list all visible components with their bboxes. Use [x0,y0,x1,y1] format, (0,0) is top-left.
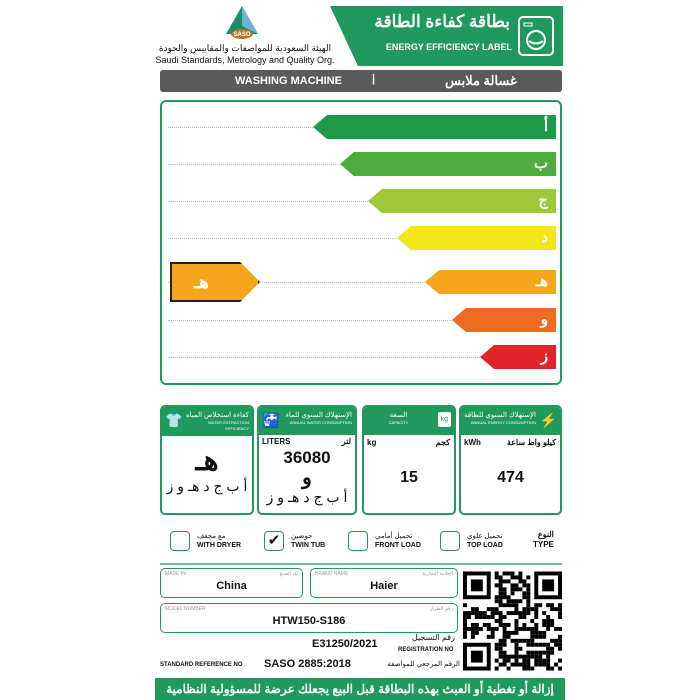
product-type-ar: غسالة ملابس [445,73,517,88]
label-title-en: ENERGY EFFICIENCY LABEL [385,42,512,52]
made-in-value: China [216,580,247,592]
made-in-label-en: MADE IN [165,571,186,577]
rating-class-arrow: د [397,226,556,250]
standard-value: SASO 2885:2018 [264,658,351,670]
type-label-en: TYPE [533,540,554,549]
made-in-field: MADE IN بلد الصنع China [160,568,303,598]
water-value: 36080 [283,448,331,467]
model-label-en: MODEL NUMBER [165,606,206,612]
type-checkbox[interactable] [440,531,460,551]
type-checkbox[interactable] [170,531,190,551]
tshirt-kg-icon: kg [437,412,451,427]
grade-scale: أ ب ج د هـ و ز [166,478,248,494]
divider: | [372,73,376,85]
type-option-label: حوضين TWIN TUB [291,532,325,550]
saso-logo: SASO [222,4,262,42]
model-label-ar: رقم الطراز [429,606,453,612]
lightning-icon: ⚡ [539,412,557,428]
rating-class-arrow: هـ [425,270,556,294]
org-name-en: Saudi Standards, Metrology and Quality O… [155,55,335,65]
model-field: MODEL NUMBER رقم الطراز HTW150-S186 [160,603,458,633]
unit-ar: كيلو واط ساعة [506,438,556,447]
type-option-label: تحميل أمامي FRONT LOAD [375,532,421,550]
grade-scale: أ ب ج د هـ و ز [266,489,348,505]
model-value: HTW150-S186 [272,615,346,627]
type-label-ar: تحميل علوي [467,533,503,540]
svg-text:SASO: SASO [233,32,250,38]
type-label-ar: تحميل أمامي [375,533,413,540]
type-label-en: FRONT LOAD [375,542,421,549]
title-en: WATER EXTRACTION EFFICIENCY [208,420,249,431]
registration-number: E31250/2021 [312,638,378,650]
type-label-ar: النوع [537,530,554,539]
type-label-en: WITH DRYER [197,542,242,549]
title-ar: كفاءة استخلاص المياه [186,412,249,419]
unit-ar: كجم [435,438,450,447]
rating-class-arrow: أ [313,115,556,139]
title-ar: السعة [389,412,408,419]
guide-line [168,238,397,239]
qr-code[interactable] [463,570,562,672]
water-extraction-box: 👕 كفاءة استخلاص المياه WATER EXTRACTION EF… [160,405,254,515]
registration-label-ar: رقم التسجيل [411,633,455,642]
made-in-label-ar: بلد الصنع [279,571,298,577]
brand-label-en: BRAND NAME [315,571,349,577]
energy-consumption-box: ⚡ الإستهلاك السنوي للطاقة ANNUAL ENERGY CO… [459,405,562,515]
standard-label-ar: الرقم المرجعي للمواصفة [387,661,460,668]
brand-value: Haier [370,580,398,592]
unit-en: kg [367,438,377,447]
divider [160,563,562,565]
footer-warning: إزالة أو تغطية أو العبث بهذه البطاقة قبل… [155,678,565,700]
type-option-label: مع مجفف WITH DRYER [197,532,241,550]
brand-label-ar: العلامة التجارية [422,571,453,577]
washing-machine-icon [518,16,554,56]
rating-class-arrow: ج [368,189,556,213]
extraction-grade: هـ [195,445,219,476]
title-en: ANNUAL WATER CONSUMPTION [289,420,352,425]
unit-ar: لتر [341,437,351,446]
type-label: النوع TYPE [533,530,554,550]
capacity-value: 15 [400,469,418,486]
title-en: CAPACITY [388,420,409,425]
brand-field: BRAND NAME العلامة التجارية Haier [310,568,458,598]
rating-class-arrow: و [452,308,556,332]
label-title-ar: بطاقة كفاءة الطاقة [374,12,510,31]
current-rating-indicator: هـ [170,262,260,302]
faucet-icon: 🚰 [262,412,280,428]
guide-line [168,127,313,128]
title-ar: الإستهلاك السنوي للطاقة [464,412,536,419]
energy-rating-scale [160,100,562,385]
guide-line [168,164,340,165]
standard-label-en: STANDARD REFERENCE NO [160,662,243,668]
type-label-ar: حوضين [291,533,313,540]
unit-en: LITERS [262,437,291,446]
rating-class-arrow: ز [480,345,556,369]
shirt-wring-icon: 👕 [165,412,183,428]
unit-en: kWh [464,438,481,447]
type-label-en: TOP LOAD [467,542,503,549]
type-checkbox[interactable] [348,531,368,551]
title-ar: الإستهلاك السنوي للماء [285,412,352,419]
type-checkbox[interactable]: ✔ [264,531,284,551]
product-type-en: WASHING MACHINE [235,75,342,87]
guide-line [168,357,480,358]
water-grade: و [302,467,312,489]
product-type-bar: WASHING MACHINE | غسالة ملابس [160,70,562,92]
org-name-ar: الهيئة السعودية للمواصفات والمقاييس والج… [158,43,332,53]
title-en: ANNUAL ENERGY CONSUMPTION [470,420,536,425]
guide-line [168,282,425,283]
type-option-label: تحميل علوي TOP LOAD [467,532,503,550]
energy-value: 474 [497,469,524,486]
capacity-box: kg السعة CAPACITY kg كجم 15 [362,405,456,515]
guide-line [168,201,368,202]
guide-line [168,320,452,321]
water-consumption-box: 🚰 الإستهلاك السنوي للماء ANNUAL WATER CONS… [257,405,357,515]
rating-class-arrow: ب [340,152,556,176]
registration-label-en: REGISTRATION NO [398,647,454,653]
type-label-ar: مع مجفف [197,533,226,540]
type-label-en: TWIN TUB [291,542,326,549]
